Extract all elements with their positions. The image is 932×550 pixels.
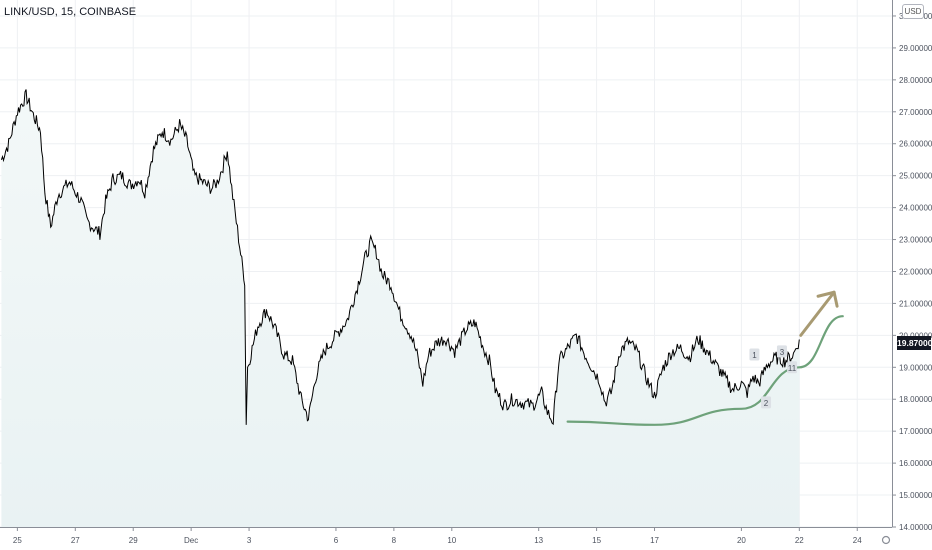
x-tick-label-2: 29 [129,536,138,545]
y-tick-label-8: 22.00000 [899,267,932,276]
x-tick-label-7: 10 [447,536,456,545]
svg-text:3: 3 [780,348,785,357]
y-tick-label-3: 17.00000 [899,427,932,436]
y-tick-label-0: 14.00000 [899,523,932,532]
x-tick-label-13: 24 [853,536,862,545]
price-area [1,89,800,527]
x-tick-label-8: 13 [534,536,543,545]
svg-text:1: 1 [752,351,757,360]
y-tick-label-1: 15.00000 [899,491,932,500]
area-fill [1,89,800,527]
wave-label-11: 11 [787,361,798,374]
price-line [0,89,800,426]
x-tick-label-1: 27 [71,536,80,545]
y-tick-label-15: 29.00000 [899,44,932,53]
x-tick-label-10: 17 [650,536,659,545]
price-scale-bg [892,0,932,550]
svg-text:2: 2 [764,399,769,408]
y-tick-label-2: 16.00000 [899,459,932,468]
y-tick-label-9: 23.00000 [899,236,932,245]
last-price-tag: 19.87000 [897,336,932,350]
y-tick-label-5: 19.00000 [899,363,932,372]
y-tick-label-6: 20.00000 [899,331,932,340]
y-tick-label-14: 28.00000 [899,76,932,85]
y-tick-label-13: 27.00000 [899,108,932,117]
wave-label-2: 2 [761,396,772,409]
svg-text:11: 11 [788,364,797,373]
y-tick-label-4: 18.00000 [899,395,932,404]
y-tick-label-10: 24.00000 [899,204,932,213]
currency-badge[interactable]: USD [902,4,924,19]
x-tick-label-9: 15 [592,536,601,545]
y-tick-label-12: 26.00000 [899,140,932,149]
x-tick-label-11: 20 [737,536,746,545]
drawings: 1 2 311 [566,290,844,426]
rounding-bottom-curve [566,315,844,426]
symbol-title: LINK/USD, 15, COINBASE [4,6,137,18]
projection-arrow-shaft [799,290,836,337]
x-tick-label-5: 6 [334,536,339,545]
x-tick-label-12: 22 [795,536,804,545]
x-tick-label-3: Dec [184,536,198,545]
x-tick-label-0: 25 [13,536,22,545]
y-tick-label-7: 21.00000 [899,299,932,308]
price-line-group [0,89,800,426]
gear-icon[interactable] [881,535,891,545]
wave-label-3: 3 [776,345,787,358]
projection-arrow-head [816,290,839,308]
x-tick-label-4: 3 [247,536,252,545]
y-tick-label-11: 25.00000 [899,172,932,181]
wave-label-1: 1 [749,348,760,361]
time-scale-bg [0,527,892,550]
x-tick-label-6: 8 [392,536,397,545]
